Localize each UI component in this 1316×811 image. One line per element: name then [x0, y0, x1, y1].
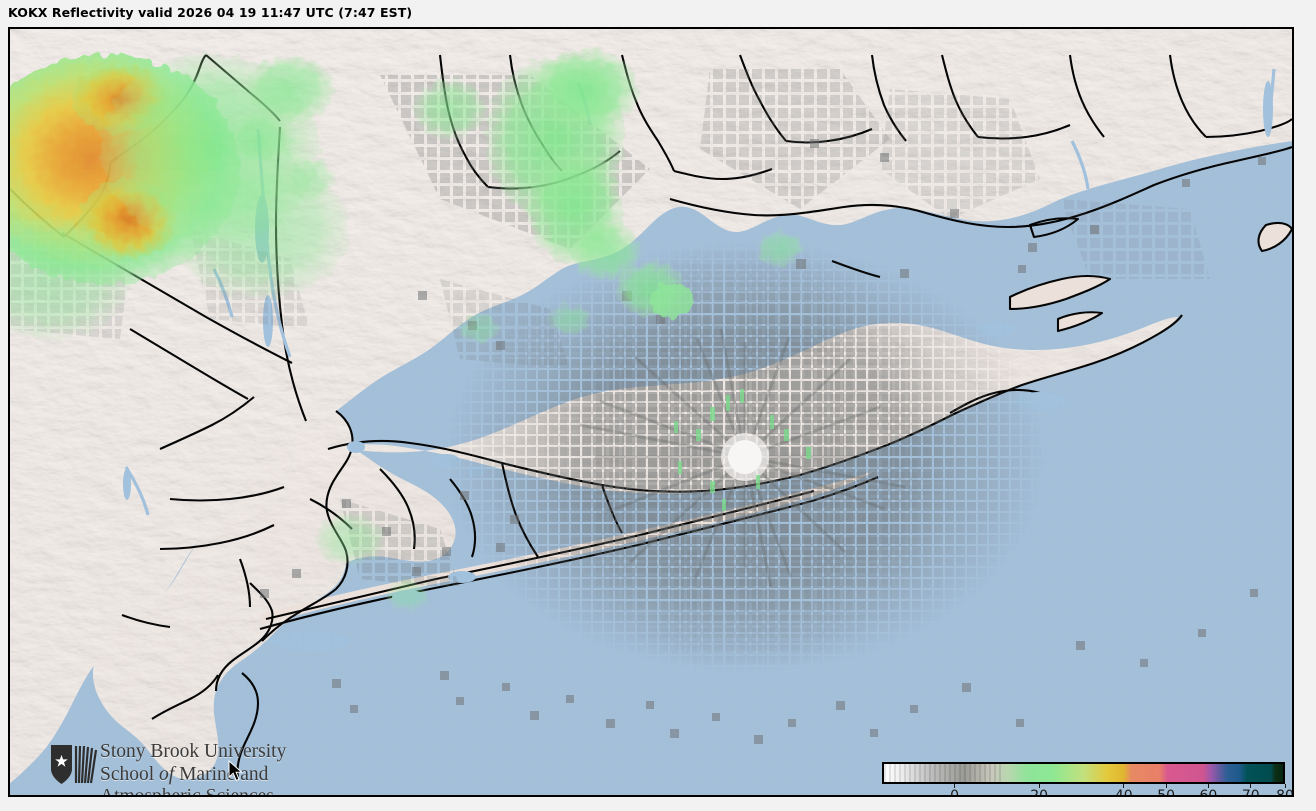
colorbar-bin-stripes [884, 764, 1004, 782]
reflectivity-layer [10, 29, 1292, 795]
colorbar-gradient [882, 762, 1285, 784]
colorbar-tick-label: 60 [1199, 788, 1218, 797]
logo-line-2: School of Marine and [100, 764, 286, 787]
logo-line-3: Atmospheric Sciences [100, 786, 274, 797]
colorbar-ramp [884, 764, 1283, 782]
colorbar-tick-label: 0 [950, 788, 959, 797]
sbu-somas-logo: Stony Brook University School of Marine … [48, 741, 316, 797]
colorbar-tick-label: 20 [1030, 788, 1049, 797]
logo-line-2-b: Marine and [174, 763, 269, 785]
mouse-cursor [228, 760, 243, 782]
colorbar-tick-label: 80 [1276, 788, 1294, 797]
colorbar-tick [1207, 784, 1209, 788]
colorbar-tick [1250, 784, 1252, 788]
colorbar: 0 20 40 50 60 70 80 [874, 757, 1294, 797]
colorbar-tick-label: 70 [1241, 788, 1260, 797]
logo-line-2-a: School [100, 763, 160, 785]
colorbar-tick [1038, 784, 1040, 788]
colorbar-tick-label: 50 [1157, 788, 1176, 797]
page-title: KOKX Reflectivity valid 2026 04 19 11:47… [8, 5, 413, 20]
colorbar-tick [1284, 784, 1286, 788]
colorbar-tick [1123, 784, 1125, 788]
shield-with-star-and-rays-icon [51, 745, 98, 784]
logo-wordmark: Stony Brook University School of Marine … [100, 741, 287, 797]
map-frame[interactable]: 0 20 40 50 60 70 80 Stony [8, 27, 1294, 797]
title-bar: KOKX Reflectivity valid 2026 04 19 11:47… [0, 0, 1316, 27]
logo-line-1: Stony Brook University [100, 741, 287, 762]
map-canvas[interactable]: 0 20 40 50 60 70 80 Stony [10, 29, 1292, 795]
logo-line-2-italic: of [159, 763, 175, 785]
colorbar-tick [954, 784, 956, 788]
colorbar-tick [1165, 784, 1167, 788]
colorbar-tick-label: 40 [1114, 788, 1133, 797]
